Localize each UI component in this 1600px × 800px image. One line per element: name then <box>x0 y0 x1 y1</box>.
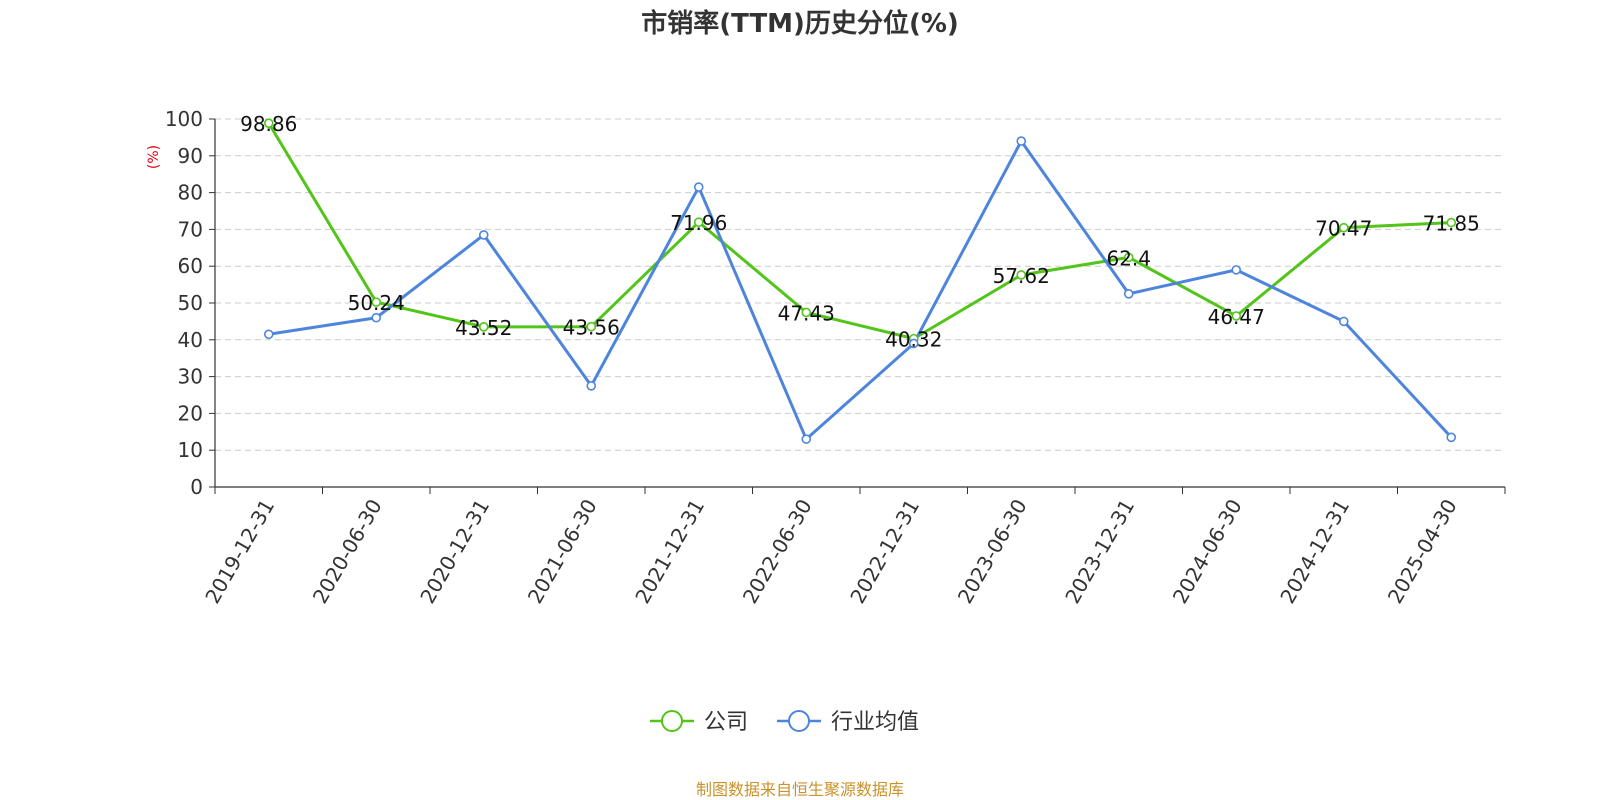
data-point[interactable] <box>801 307 812 318</box>
data-point[interactable] <box>1338 222 1349 233</box>
x-tick-label: 2024-06-30 <box>1168 495 1247 608</box>
data-point[interactable] <box>478 322 489 332</box>
data-point[interactable] <box>908 338 919 349</box>
data-labels: 98.86 50.24 43.52 43.56 71.96 47.43 40.32 57.62… <box>240 112 1480 351</box>
data-point[interactable] <box>693 217 704 227</box>
y-tick-label: 60 <box>178 254 203 278</box>
data-point[interactable] <box>693 182 704 192</box>
y-tick-label: 70 <box>178 217 203 241</box>
y-ticks: 0 10 20 30 40 50 60 70 80 90 100 <box>165 107 215 499</box>
data-label: 40.32 <box>885 328 942 352</box>
x-tick-label: 2023-06-30 <box>953 495 1032 608</box>
data-point[interactable] <box>1446 217 1457 228</box>
data-point[interactable] <box>478 230 489 240</box>
x-tick-label: 2020-06-30 <box>308 495 387 608</box>
x-tick-label: 2025-04-30 <box>1383 495 1462 608</box>
y-tick-label: 80 <box>178 181 203 205</box>
legend-item-0[interactable]: 公司 <box>650 710 748 735</box>
data-point[interactable] <box>1231 311 1242 321</box>
x-ticks: 2019-12-31 2020-06-30 2020-12-31 2021-06-30… <box>200 487 1506 608</box>
y-tick-label: 0 <box>190 475 203 499</box>
data-label: 57.62 <box>993 264 1050 288</box>
y-tick-label: 40 <box>178 328 203 352</box>
legend-swatch-marker <box>788 710 810 732</box>
y-tick-label: 100 <box>165 107 203 131</box>
data-label: 47.43 <box>778 301 835 325</box>
data-point[interactable] <box>263 118 274 128</box>
data-point[interactable] <box>1231 265 1242 275</box>
data-label: 46.47 <box>1208 305 1265 329</box>
data-point[interactable] <box>1016 270 1027 280</box>
x-tick-label: 2024-12-31 <box>1275 495 1354 608</box>
data-point[interactable] <box>586 321 597 332</box>
x-tick-label: 2023-12-31 <box>1060 495 1139 608</box>
legend-item-1[interactable]: 行业均值 <box>777 710 919 735</box>
data-point[interactable] <box>1338 316 1349 327</box>
y-tick-label: 30 <box>178 365 203 389</box>
x-tick-label: 2022-06-30 <box>738 495 817 608</box>
data-point[interactable] <box>1446 432 1457 443</box>
data-point[interactable] <box>1016 136 1027 146</box>
data-label: 70.47 <box>1315 217 1372 241</box>
data-label: 71.85 <box>1423 212 1480 236</box>
data-point[interactable] <box>586 380 597 391</box>
data-label: 62.4 <box>1106 246 1151 270</box>
data-label: 50.24 <box>348 291 405 315</box>
data-point[interactable] <box>371 297 382 307</box>
chart-title: 市销率(TTM)历史分位(%) <box>641 8 959 39</box>
series-line-0 <box>267 122 1452 341</box>
data-point[interactable] <box>371 312 382 323</box>
data-point[interactable] <box>1123 288 1134 299</box>
y-axis-label: (%) <box>146 145 162 169</box>
source-note: 制图数据来自恒生聚源数据库 <box>696 780 904 799</box>
legend[interactable]: 公司 行业均值 <box>650 710 919 735</box>
x-tick-label: 2022-12-31 <box>845 495 924 608</box>
legend-label: 行业均值 <box>831 710 919 735</box>
legend-swatch-marker <box>661 710 683 732</box>
data-label: 43.56 <box>563 316 620 340</box>
y-tick-label: 50 <box>178 291 203 315</box>
data-point[interactable] <box>263 329 274 340</box>
x-tick-label: 2020-12-31 <box>415 495 494 608</box>
grid-lines <box>215 118 1505 451</box>
series-group <box>263 118 1457 444</box>
y-tick-label: 90 <box>178 144 203 168</box>
x-tick-label: 2019-12-31 <box>200 495 279 608</box>
data-point[interactable] <box>1123 252 1134 263</box>
y-tick-label: 10 <box>178 438 203 462</box>
data-label: 43.52 <box>455 316 512 340</box>
x-tick-label: 2021-12-31 <box>630 495 709 608</box>
x-tick-label: 2021-06-30 <box>523 495 602 608</box>
data-point[interactable] <box>801 434 812 444</box>
data-label: 98.86 <box>240 112 297 136</box>
series-line-1 <box>268 139 1453 441</box>
legend-label: 公司 <box>704 710 748 735</box>
y-tick-label: 20 <box>178 401 203 425</box>
data-label: 71.96 <box>670 211 727 235</box>
